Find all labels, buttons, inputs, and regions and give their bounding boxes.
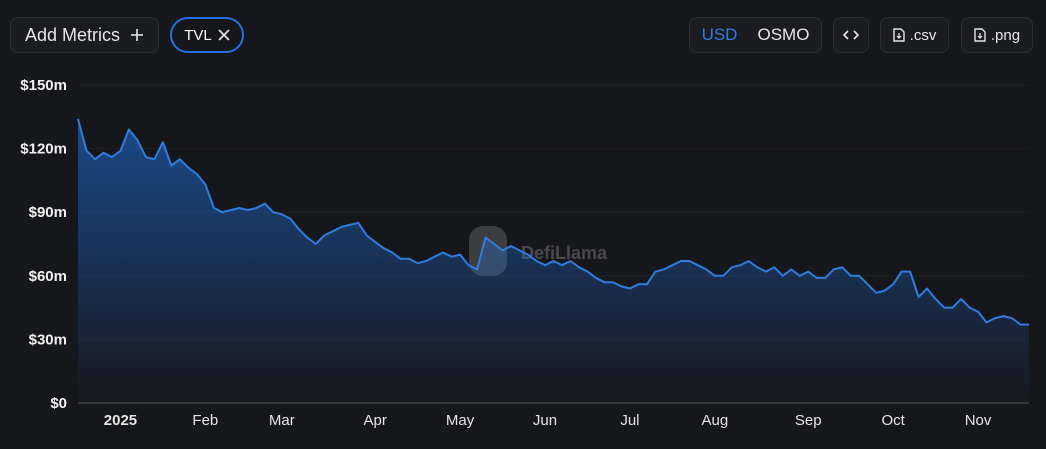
x-tick-label: 2025 bbox=[104, 412, 137, 429]
png-button[interactable]: .png bbox=[961, 17, 1033, 53]
x-tick-label: Apr bbox=[364, 412, 387, 429]
x-tick-label: Sep bbox=[795, 412, 822, 429]
x-tick-label: Aug bbox=[701, 412, 728, 429]
add-metrics-button[interactable]: Add Metrics bbox=[10, 17, 159, 53]
area bbox=[78, 118, 1029, 404]
y-tick-label: $90m bbox=[29, 204, 67, 221]
csv-button[interactable]: .csv bbox=[880, 17, 949, 53]
x-tick-label: Jun bbox=[533, 412, 557, 429]
x-tick-label: Feb bbox=[192, 412, 218, 429]
remove-icon bbox=[218, 29, 230, 41]
file-icon bbox=[892, 28, 905, 42]
csv-label: .csv bbox=[909, 26, 937, 44]
x-tick-label: Mar bbox=[269, 412, 295, 429]
x-tick-label: Jul bbox=[620, 412, 639, 429]
x-tick-label: May bbox=[446, 412, 475, 429]
embed-button[interactable] bbox=[833, 17, 869, 53]
watermark-logo bbox=[469, 226, 507, 276]
plus-icon bbox=[131, 29, 144, 41]
y-tick-label: $120m bbox=[20, 141, 67, 158]
currency-option[interactable]: USD bbox=[701, 25, 738, 44]
currency-toggle: USD OSMO bbox=[689, 17, 822, 53]
png-label: .png bbox=[990, 26, 1021, 44]
watermark: DefiLlama bbox=[469, 226, 608, 276]
code-icon bbox=[843, 30, 859, 40]
y-tick-label: $30m bbox=[29, 331, 67, 348]
metric-tag-label: TVL bbox=[184, 26, 212, 44]
metric-tag[interactable]: TVL bbox=[170, 17, 244, 53]
y-tick-label: $150m bbox=[20, 77, 67, 94]
currency-option[interactable]: OSMO bbox=[757, 25, 810, 44]
watermark-text: DefiLlama bbox=[521, 243, 608, 263]
x-tick-label: Oct bbox=[881, 412, 905, 429]
add-metrics-label: Add Metrics bbox=[24, 24, 121, 45]
y-tick-label: $60m bbox=[29, 268, 67, 285]
y-tick-label: $0 bbox=[50, 395, 67, 412]
line bbox=[77, 118, 1029, 326]
file-icon bbox=[974, 28, 986, 42]
x-tick-label: Nov bbox=[965, 412, 992, 429]
